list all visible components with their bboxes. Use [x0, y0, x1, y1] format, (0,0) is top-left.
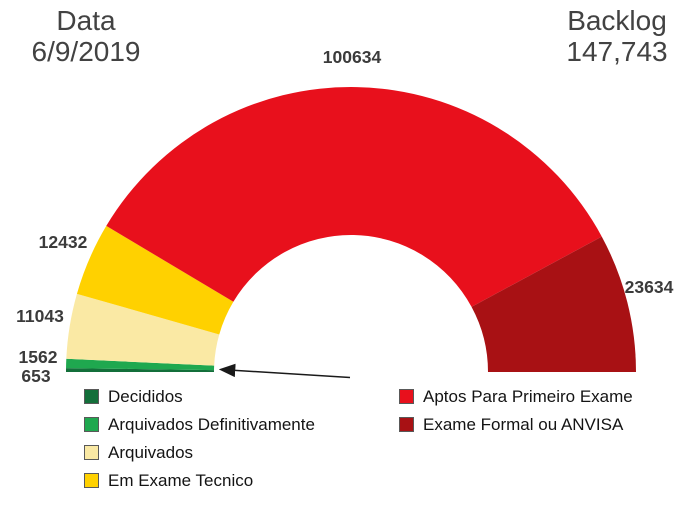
- legend-label: Decididos: [108, 386, 183, 406]
- slice-arquivados: [66, 293, 220, 366]
- legend-swatch-icon: [84, 445, 99, 460]
- slices-group: [66, 87, 636, 372]
- legend-item-arquivados-definitivamente: Arquivados Definitivamente: [84, 414, 315, 434]
- legend-item-em-exame-tecnico: Em Exame Tecnico: [84, 470, 315, 490]
- legend-item-aptos-para-primeiro-exame: Aptos Para Primeiro Exame: [399, 386, 633, 406]
- value-label-exame-formal-ou-anvisa: 23634: [625, 277, 674, 297]
- slice-exame-formal-ou-anvisa: [471, 236, 636, 372]
- legend-swatch-icon: [399, 389, 414, 404]
- date-value: 6/9/2019: [31, 36, 141, 67]
- slice-decididos: [66, 368, 215, 372]
- legend-item-arquivados: Arquivados: [84, 442, 315, 462]
- value-label-aptos-para-primeiro-exame: 100634: [323, 47, 382, 67]
- date-block: Data 6/9/2019: [16, 5, 156, 67]
- legend-left-column: Decididos Arquivados Definitivamente Arqui…: [84, 386, 315, 490]
- legend-item-decididos: Decididos: [84, 386, 315, 406]
- legend-label: Em Exame Tecnico: [108, 470, 254, 490]
- legend-item-exame-formal-ou-anvisa: Exame Formal ou ANVISA: [399, 414, 633, 434]
- legend-label: Exame Formal ou ANVISA: [423, 414, 624, 434]
- value-label-arquivados: 11043: [16, 306, 64, 326]
- backlog-label: Backlog: [567, 5, 667, 36]
- date-label: Data: [56, 5, 116, 36]
- slice-aptos-para-primeiro-exame: [106, 87, 602, 307]
- legend-swatch-icon: [399, 417, 414, 432]
- backlog-value: 147,743: [566, 36, 668, 67]
- legend-swatch-icon: [84, 473, 99, 488]
- value-label-em-exame-tecnico: 12432: [39, 232, 88, 252]
- legend-right-column: Aptos Para Primeiro Exame Exame Formal ou…: [399, 386, 633, 434]
- legend-label: Arquivados Definitivamente: [108, 414, 315, 434]
- legend-swatch-icon: [84, 417, 99, 432]
- backlog-block: Backlog 147,743: [547, 5, 687, 67]
- slice-arquivados-definitivamente: [66, 358, 215, 371]
- value-label-arquivados-definitivamente: 1562: [19, 347, 58, 367]
- annotation-arrow-icon: [218, 363, 351, 379]
- legend-label: Arquivados: [108, 442, 194, 462]
- slice-em-exame-tecnico: [76, 225, 234, 335]
- value-label-decididos: 653: [21, 366, 50, 386]
- legend-swatch-icon: [84, 389, 99, 404]
- legend-label: Aptos Para Primeiro Exame: [423, 386, 633, 406]
